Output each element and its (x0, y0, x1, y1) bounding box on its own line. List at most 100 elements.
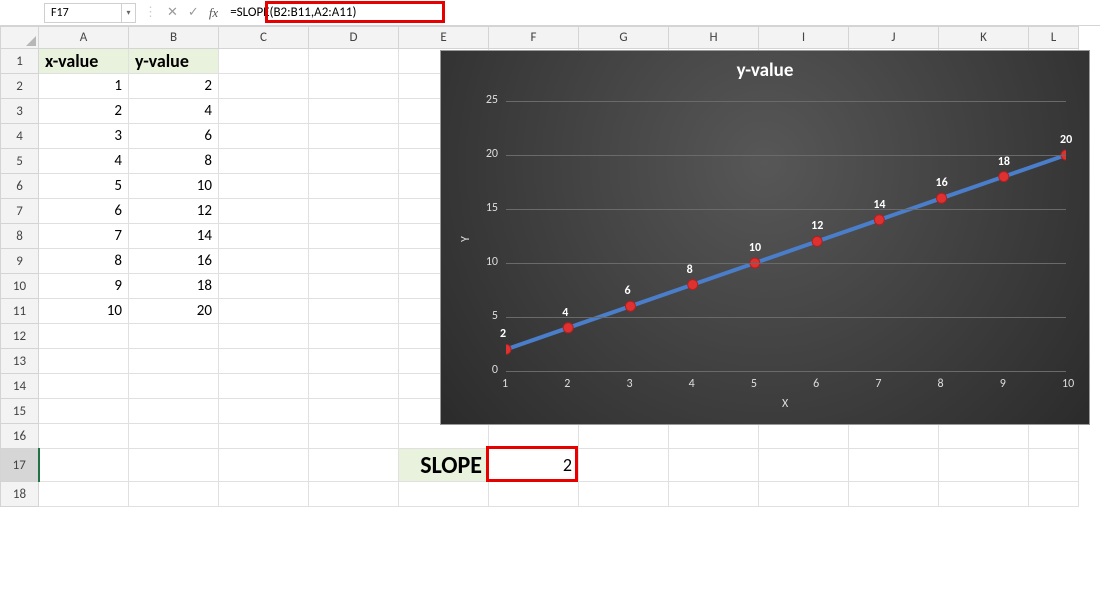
select-all-corner[interactable] (1, 27, 39, 49)
cell-D9[interactable] (309, 249, 399, 274)
cell-A5[interactable]: 4 (39, 149, 129, 174)
cell-D14[interactable] (309, 374, 399, 399)
row-header-11[interactable]: 11 (1, 299, 39, 324)
cell-A15[interactable] (39, 399, 129, 424)
cell-A4[interactable]: 3 (39, 124, 129, 149)
cell-B5[interactable]: 8 (129, 149, 219, 174)
cell-B11[interactable]: 20 (129, 299, 219, 324)
cell-B15[interactable] (129, 399, 219, 424)
row-header-2[interactable]: 2 (1, 74, 39, 99)
row-header-1[interactable]: 1 (1, 49, 39, 74)
cell-C2[interactable] (219, 74, 309, 99)
col-header-A[interactable]: A (39, 27, 129, 49)
cell-A11[interactable]: 10 (39, 299, 129, 324)
cell-C10[interactable] (219, 274, 309, 299)
row-header-9[interactable]: 9 (1, 249, 39, 274)
cell-B7[interactable]: 12 (129, 199, 219, 224)
name-box-dropdown[interactable]: ▾ (122, 3, 136, 23)
cell-F18[interactable] (489, 482, 579, 507)
cell-C17[interactable] (219, 449, 309, 482)
col-header-J[interactable]: J (849, 27, 939, 49)
cell-B12[interactable] (129, 324, 219, 349)
cell-B13[interactable] (129, 349, 219, 374)
cell-H17[interactable] (669, 449, 759, 482)
cell-C11[interactable] (219, 299, 309, 324)
cell-B18[interactable] (129, 482, 219, 507)
cell-B6[interactable]: 10 (129, 174, 219, 199)
cell-D17[interactable] (309, 449, 399, 482)
row-header-3[interactable]: 3 (1, 99, 39, 124)
cancel-icon[interactable]: ✕ (167, 5, 178, 20)
row-header-12[interactable]: 12 (1, 324, 39, 349)
cell-D13[interactable] (309, 349, 399, 374)
cell-C14[interactable] (219, 374, 309, 399)
cell-D4[interactable] (309, 124, 399, 149)
cell-A1[interactable]: x-value (39, 49, 129, 74)
cell-B8[interactable]: 14 (129, 224, 219, 249)
cell-B10[interactable]: 18 (129, 274, 219, 299)
cell-L16[interactable] (1029, 424, 1079, 449)
cell-E18[interactable] (399, 482, 489, 507)
cell-A3[interactable]: 2 (39, 99, 129, 124)
cell-E17[interactable]: SLOPE (399, 449, 489, 482)
cell-C18[interactable] (219, 482, 309, 507)
col-header-E[interactable]: E (399, 27, 489, 49)
col-header-C[interactable]: C (219, 27, 309, 49)
cell-B1[interactable]: y-value (129, 49, 219, 74)
cell-D8[interactable] (309, 224, 399, 249)
col-header-F[interactable]: F (489, 27, 579, 49)
cell-A18[interactable] (39, 482, 129, 507)
cell-B4[interactable]: 6 (129, 124, 219, 149)
cell-C16[interactable] (219, 424, 309, 449)
formula-input[interactable] (226, 3, 1098, 23)
confirm-icon[interactable]: ✓ (188, 5, 199, 20)
cell-E16[interactable] (399, 424, 489, 449)
cell-J16[interactable] (849, 424, 939, 449)
cell-A17[interactable] (39, 449, 129, 482)
cell-D16[interactable] (309, 424, 399, 449)
cell-G17[interactable] (579, 449, 669, 482)
cell-A13[interactable] (39, 349, 129, 374)
row-header-14[interactable]: 14 (1, 374, 39, 399)
cell-C13[interactable] (219, 349, 309, 374)
cell-F16[interactable] (489, 424, 579, 449)
cell-D5[interactable] (309, 149, 399, 174)
cell-A9[interactable]: 8 (39, 249, 129, 274)
cell-B16[interactable] (129, 424, 219, 449)
cell-I17[interactable] (759, 449, 849, 482)
cell-D1[interactable] (309, 49, 399, 74)
row-header-7[interactable]: 7 (1, 199, 39, 224)
row-header-15[interactable]: 15 (1, 399, 39, 424)
cell-A7[interactable]: 6 (39, 199, 129, 224)
cell-L17[interactable] (1029, 449, 1079, 482)
cell-A6[interactable]: 5 (39, 174, 129, 199)
row-header-10[interactable]: 10 (1, 274, 39, 299)
cell-C6[interactable] (219, 174, 309, 199)
cell-D10[interactable] (309, 274, 399, 299)
cell-G18[interactable] (579, 482, 669, 507)
cell-B14[interactable] (129, 374, 219, 399)
row-header-4[interactable]: 4 (1, 124, 39, 149)
col-header-G[interactable]: G (579, 27, 669, 49)
cell-C8[interactable] (219, 224, 309, 249)
cell-I18[interactable] (759, 482, 849, 507)
col-header-I[interactable]: I (759, 27, 849, 49)
cell-C15[interactable] (219, 399, 309, 424)
col-header-K[interactable]: K (939, 27, 1029, 49)
cell-C12[interactable] (219, 324, 309, 349)
col-header-H[interactable]: H (669, 27, 759, 49)
cell-K16[interactable] (939, 424, 1029, 449)
cell-D12[interactable] (309, 324, 399, 349)
cell-D6[interactable] (309, 174, 399, 199)
cell-K18[interactable] (939, 482, 1029, 507)
cell-D15[interactable] (309, 399, 399, 424)
cell-A14[interactable] (39, 374, 129, 399)
cell-H18[interactable] (669, 482, 759, 507)
cell-J17[interactable] (849, 449, 939, 482)
cell-B9[interactable]: 16 (129, 249, 219, 274)
row-header-5[interactable]: 5 (1, 149, 39, 174)
cell-C7[interactable] (219, 199, 309, 224)
row-header-8[interactable]: 8 (1, 224, 39, 249)
row-header-16[interactable]: 16 (1, 424, 39, 449)
row-header-18[interactable]: 18 (1, 482, 39, 507)
